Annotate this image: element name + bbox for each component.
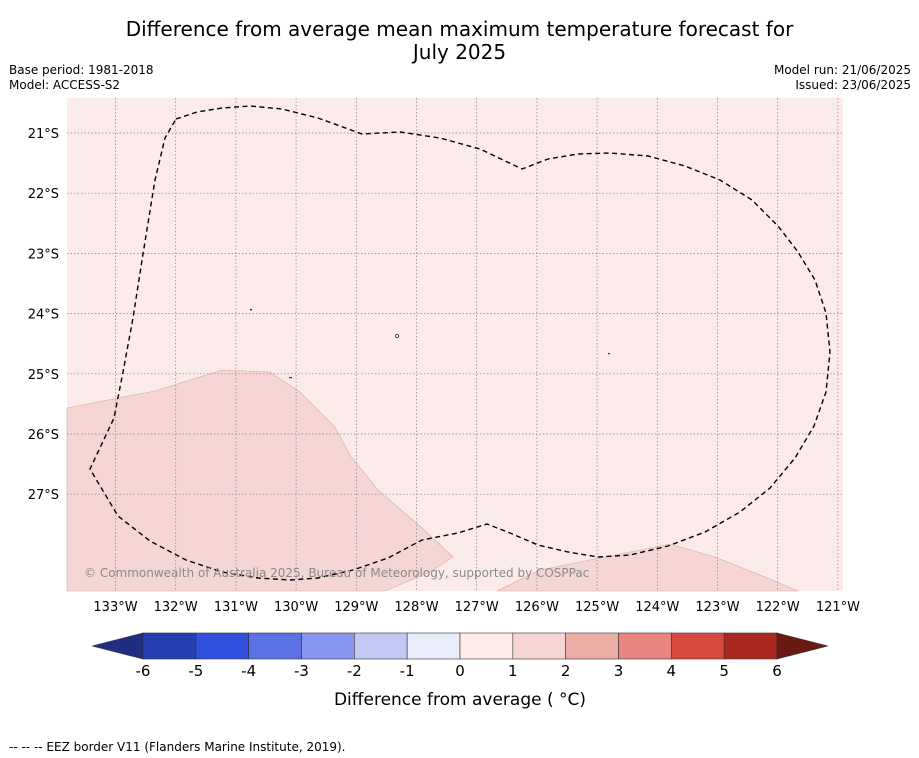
colorbar-tick: -2 xyxy=(347,662,362,680)
base-period: Base period: 1981-2018 xyxy=(9,63,154,77)
issued-date: Issued: 23/06/2025 xyxy=(795,78,911,92)
colorbar-tick: -1 xyxy=(400,662,415,680)
latitude-label: 24°S xyxy=(28,308,59,323)
latitude-label: 22°S xyxy=(28,187,59,202)
longitude-label: 122°W xyxy=(756,600,800,615)
colorbar-tick: 6 xyxy=(772,662,782,680)
colorbar-label: Difference from average ( °C) xyxy=(334,690,586,710)
island-marks xyxy=(250,309,610,379)
colorbar-swatch xyxy=(406,632,461,660)
colorbar-extend-high xyxy=(776,632,829,660)
chart-title: Difference from average mean maximum tem… xyxy=(0,18,919,64)
colorbar-tick: 1 xyxy=(508,662,518,680)
colorbar-tick: 5 xyxy=(719,662,729,680)
colorbar-tick: -4 xyxy=(241,662,256,680)
model-run: Model run: 21/06/2025 xyxy=(773,63,911,77)
longitude-label: 132°W xyxy=(154,600,198,615)
title-line-1: Difference from average mean maximum tem… xyxy=(125,17,794,41)
longitude-label: 128°W xyxy=(394,600,438,615)
longitude-label: 124°W xyxy=(635,600,679,615)
latitude-label: 21°S xyxy=(28,127,59,142)
longitude-labels: 133°W 132°W 131°W 130°W 129°W 128°W 127°W 126°W… xyxy=(93,600,860,615)
model-name: Model: ACCESS-S2 xyxy=(9,78,121,92)
copyright-text: © Commonwealth of Australia 2025, Bureau… xyxy=(84,566,589,580)
colorbar-tick: -3 xyxy=(294,662,309,680)
island-mark xyxy=(250,309,252,311)
latitude-label: 25°S xyxy=(28,368,59,383)
colorbar-extend-low xyxy=(91,632,144,660)
longitude-label: 129°W xyxy=(334,600,378,615)
title-line-2: July 2025 xyxy=(412,40,507,64)
colorbar-swatch xyxy=(301,632,355,660)
longitude-label: 127°W xyxy=(455,600,499,615)
latitude-labels: 21°S 22°S 23°S 24°S 25°S 26°S 27°S xyxy=(28,127,59,503)
meta-right: Model run: 21/06/2025 Issued: 23/06/2025 xyxy=(774,63,911,93)
longitude-label: 130°W xyxy=(274,600,318,615)
colorbar-swatch xyxy=(723,632,778,660)
colorbar-swatch xyxy=(354,632,408,660)
island-mark xyxy=(394,333,399,338)
island-mark xyxy=(289,377,292,379)
island-mark xyxy=(608,353,610,355)
graticule xyxy=(67,98,843,591)
meta-left: Base period: 1981-2018 Model: ACCESS-S2 xyxy=(9,63,154,93)
colorbar-tick: -6 xyxy=(136,662,151,680)
colorbar-tick: -5 xyxy=(188,662,203,680)
longitude-label: 126°W xyxy=(515,600,559,615)
colorbar-tick: 2 xyxy=(561,662,571,680)
latitude-label: 26°S xyxy=(28,428,59,443)
colorbar-swatch xyxy=(512,632,566,660)
colorbar-swatch xyxy=(618,632,672,660)
colorbar-swatch xyxy=(248,632,302,660)
colorbar-tick: 3 xyxy=(614,662,624,680)
colorbar-swatch xyxy=(142,632,197,660)
colorbar-tick: 4 xyxy=(667,662,677,680)
colorbar xyxy=(91,632,829,660)
longitude-label: 123°W xyxy=(695,600,739,615)
colorbar-tick: 0 xyxy=(455,662,465,680)
colorbar-swatch xyxy=(195,632,249,660)
latitude-label: 27°S xyxy=(28,488,59,503)
longitude-label: 121°W xyxy=(816,600,860,615)
footnote: -- -- -- EEZ border V11 (Flanders Marine… xyxy=(9,740,346,754)
colorbar-swatch xyxy=(671,632,725,660)
longitude-label: 131°W xyxy=(214,600,258,615)
colorbar-tick-labels: -6 -5 -4 -3 -2 -1 0 1 2 3 4 5 6 xyxy=(136,662,782,680)
longitude-label: 133°W xyxy=(93,600,137,615)
colorbar-swatch xyxy=(459,632,514,660)
longitude-label: 125°W xyxy=(575,600,619,615)
anomaly-patch-southeast xyxy=(496,543,799,592)
colorbar-swatch xyxy=(565,632,619,660)
latitude-label: 23°S xyxy=(28,247,59,262)
